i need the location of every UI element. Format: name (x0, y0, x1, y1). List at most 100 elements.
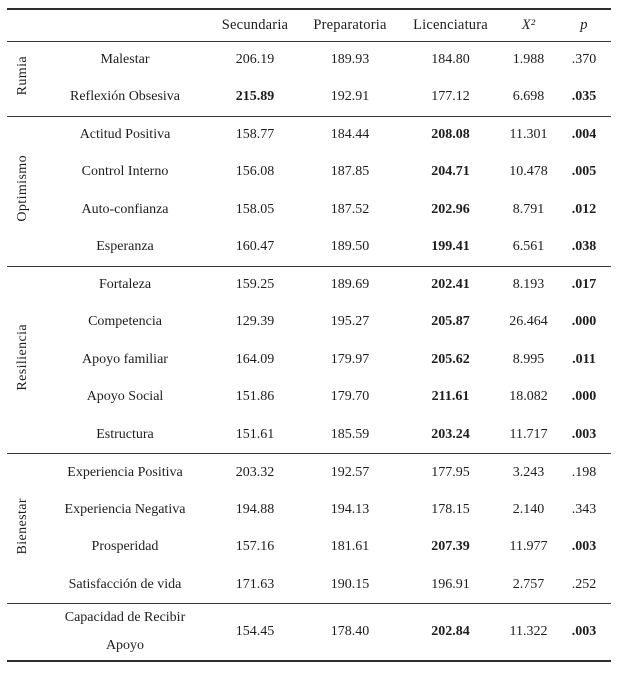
mean-preparatoria: 179.70 (330, 389, 370, 405)
table-row: Apoyo familiar 164.09 179.97 205.62 8.995 .01… (7, 341, 611, 379)
mean-preparatoria: 190.15 (330, 576, 370, 592)
variable-name: Capacidad de Recibir Apoyo (64, 610, 186, 653)
table-row: Rumia Malestar 206.19 189.93 184.80 1.988 .370 (7, 41, 611, 96)
mean-licenciatura: 211.61 (431, 389, 470, 405)
mean-licenciatura: 203.24 (431, 426, 470, 442)
chi-square: 6.698 (512, 89, 545, 104)
mean-secundaria: 206.19 (235, 52, 275, 67)
mean-preparatoria: 192.57 (330, 464, 370, 480)
variable-name: Esperanza (96, 239, 154, 254)
mean-licenciatura: 196.91 (431, 576, 470, 592)
table-row: Capacidad de Recibir Apoyo 154.45 178.40 20… (7, 604, 611, 662)
mean-licenciatura: 202.96 (431, 201, 470, 217)
mean-secundaria: 158.05 (235, 201, 275, 217)
table-row: Experiencia Negativa 194.88 194.13 178.15 2.… (7, 491, 611, 529)
header-secundaria: Secundaria (221, 16, 289, 33)
group-label: Resiliencia (15, 323, 30, 391)
mean-preparatoria: 181.61 (330, 539, 370, 555)
variable-name: Experiencia Positiva (67, 464, 183, 480)
chi-square: 26.464 (509, 314, 548, 330)
mean-secundaria: 164.09 (235, 351, 275, 367)
table-row: Competencia 129.39 195.27 205.87 26.464 .000 (7, 304, 611, 342)
mean-preparatoria: 195.27 (330, 314, 370, 330)
mean-licenciatura: 199.41 (431, 239, 470, 254)
p-value: .017 (571, 277, 597, 292)
p-value: .343 (571, 501, 597, 517)
variable-name: Fortaleza (98, 277, 152, 292)
chi-square: 8.193 (512, 277, 545, 292)
chi-square: 2.757 (512, 576, 545, 592)
mean-licenciatura: 177.12 (431, 89, 470, 104)
mean-secundaria: 151.61 (235, 426, 275, 442)
mean-licenciatura: 207.39 (431, 539, 470, 555)
chi-square: 11.977 (509, 539, 548, 555)
mean-licenciatura: 202.41 (431, 277, 470, 292)
mean-licenciatura: 178.15 (431, 501, 470, 517)
p-value: .198 (571, 464, 597, 480)
table-row: Reflexión Obsesiva 215.89 192.91 177.12 6.69… (7, 79, 611, 117)
group-label-cell: Bienestar (7, 454, 39, 604)
table-row: Estructura 151.61 185.59 203.24 11.717 .003 (7, 416, 611, 454)
results-table: Secundaria Preparatoria Licenciatura X² … (7, 8, 611, 662)
p-value: .003 (571, 539, 597, 555)
table-row: Optimismo Actitud Positiva 158.77 184.44 208… (7, 116, 611, 222)
mean-preparatoria: 189.93 (330, 52, 370, 67)
p-value: .370 (571, 52, 597, 67)
mean-licenciatura: 177.95 (431, 464, 470, 480)
mean-preparatoria: 189.69 (330, 277, 370, 292)
table-row: Resiliencia Fortaleza 159.25 189.69 202.41 8.… (7, 266, 611, 391)
header-licenciatura: Licenciatura (413, 16, 488, 33)
group-label: Optimismo (15, 155, 30, 222)
mean-preparatoria: 189.50 (330, 239, 370, 254)
chi-square: 2.140 (512, 501, 545, 517)
group-label: Rumia (15, 56, 30, 96)
mean-preparatoria: 192.91 (330, 89, 370, 104)
variable-name: Auto-confianza (81, 201, 169, 217)
mean-licenciatura: 208.08 (431, 127, 470, 142)
group-label-cell: Rumia (7, 41, 39, 116)
mean-licenciatura: 202.84 (431, 624, 470, 639)
p-value: .005 (571, 164, 597, 180)
mean-secundaria: 151.86 (235, 389, 275, 405)
chi-square: 11.717 (509, 426, 548, 442)
mean-secundaria: 156.08 (235, 164, 275, 180)
p-value: .038 (571, 239, 597, 254)
mean-secundaria: 158.77 (235, 127, 275, 142)
table-row: Bienestar Experiencia Positiva 203.32 192.5… (7, 454, 611, 555)
chi-square: 10.478 (509, 164, 548, 180)
chi-square: 8.995 (512, 351, 545, 367)
chi-square: 6.561 (512, 239, 545, 254)
mean-preparatoria: 194.13 (330, 501, 370, 517)
header-preparatoria: Preparatoria (313, 16, 387, 33)
mean-secundaria: 129.39 (235, 314, 275, 330)
p-value: .035 (571, 89, 597, 104)
mean-preparatoria: 187.85 (330, 164, 370, 180)
table-group-rumia: Rumia Malestar 206.19 189.93 184.80 1.988 .370… (7, 41, 611, 116)
mean-licenciatura: 184.80 (431, 52, 470, 67)
table-group-optimismo: Optimismo Actitud Positiva 158.77 184.44 208… (7, 116, 611, 266)
variable-name: Estructura (96, 426, 154, 442)
table-header: Secundaria Preparatoria Licenciatura X² … (7, 9, 611, 41)
variable-name: Prosperidad (91, 539, 159, 555)
mean-secundaria: 159.25 (235, 277, 275, 292)
mean-secundaria: 194.88 (235, 501, 275, 517)
chi-square: 11.322 (509, 624, 548, 639)
mean-licenciatura: 205.62 (431, 351, 470, 367)
table-group-bienestar: Bienestar Experiencia Positiva 203.32 192.5… (7, 453, 611, 604)
group-label-cell: Optimismo (7, 116, 39, 266)
header-row: Secundaria Preparatoria Licenciatura X² … (7, 9, 611, 41)
table-row: Apoyo Social 151.86 179.70 211.61 18.082 .000 (7, 379, 611, 417)
p-value: .012 (571, 201, 597, 217)
table-group-resiliencia: Resiliencia Fortaleza 159.25 189.69 202.41 8.… (7, 266, 611, 454)
mean-secundaria: 203.32 (235, 464, 275, 480)
group-label-cell: Resiliencia (7, 266, 39, 454)
mean-preparatoria: 185.59 (330, 426, 370, 442)
table-row: Satisfacción de vida 171.63 190.15 196.91 2.… (7, 566, 611, 604)
group-label: Bienestar (15, 497, 30, 555)
header-blank (7, 9, 211, 41)
mean-preparatoria: 187.52 (330, 201, 370, 217)
variable-name: Malestar (100, 52, 150, 67)
variable-name: Competencia (88, 314, 162, 330)
mean-preparatoria: 184.44 (330, 127, 370, 142)
variable-name: Control Interno (81, 164, 169, 180)
